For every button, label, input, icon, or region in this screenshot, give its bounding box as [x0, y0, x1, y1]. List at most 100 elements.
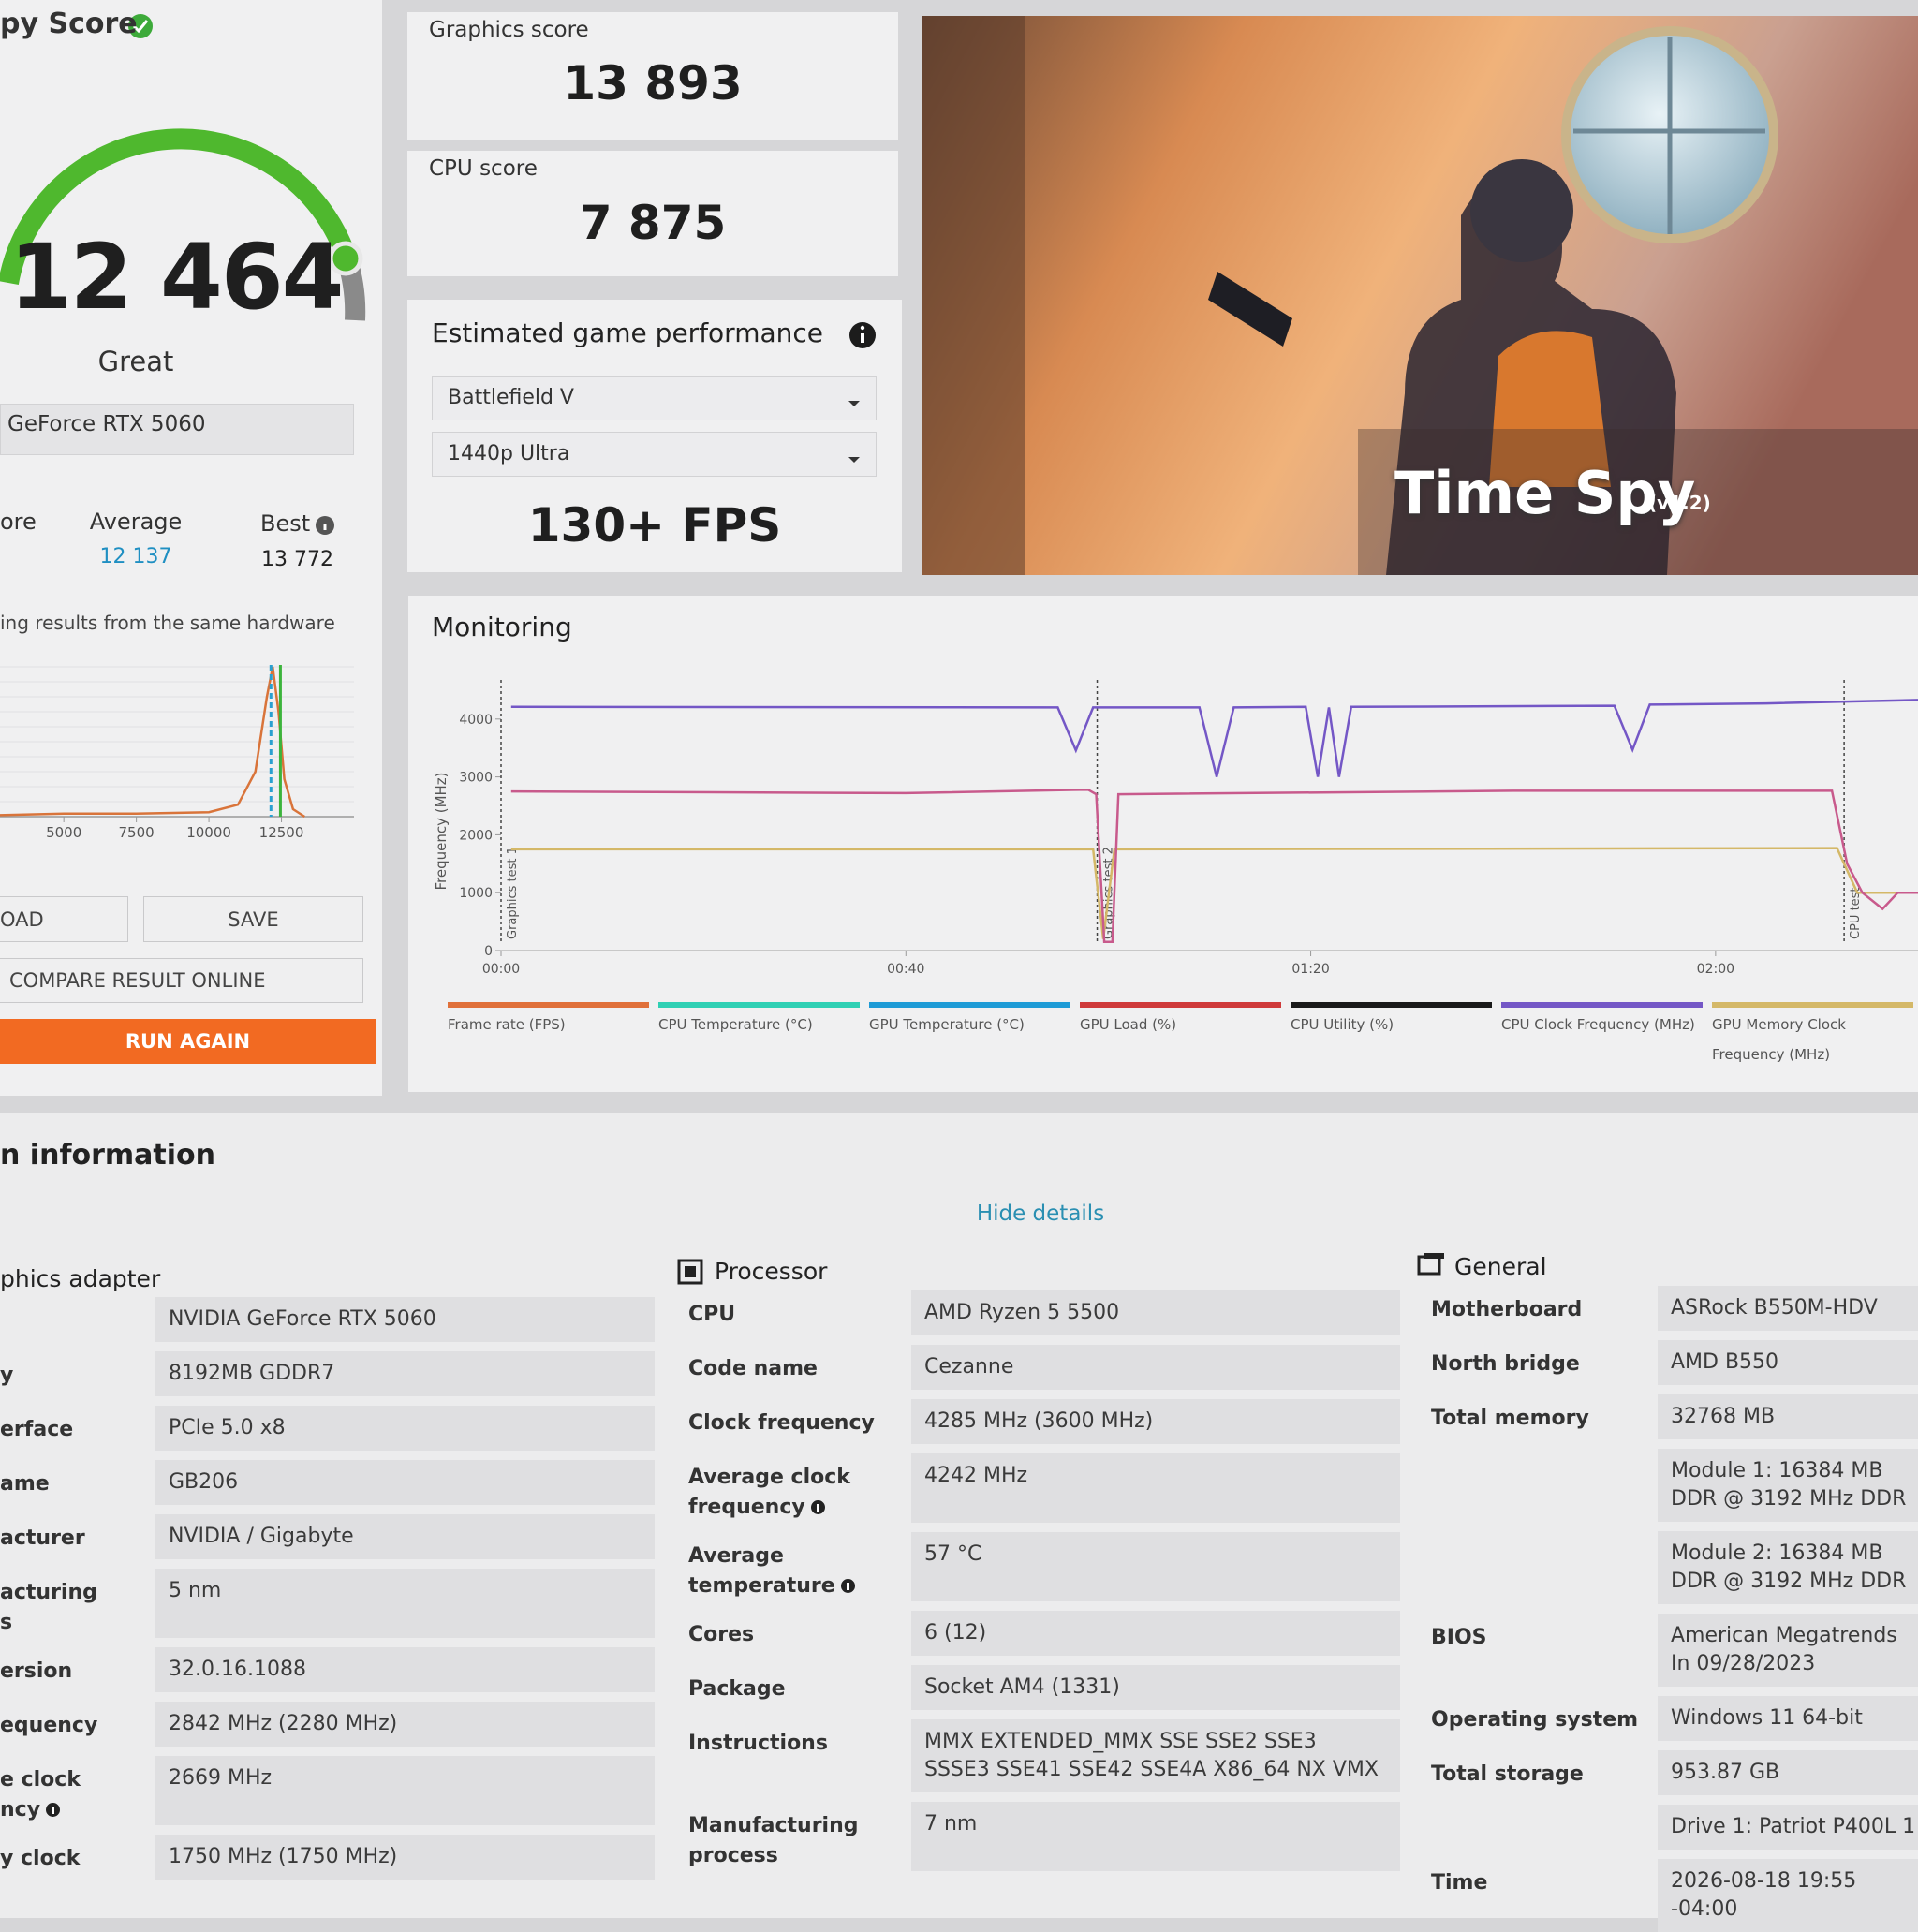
graphics-score-card — [407, 12, 898, 140]
info-icon[interactable] — [849, 322, 876, 348]
hide-details-link[interactable]: Hide details — [976, 1202, 1105, 1226]
rating: Great — [97, 346, 174, 377]
info-value: 8192MB GDDR7 — [155, 1351, 655, 1396]
save-button[interactable]: SAVE — [143, 896, 363, 942]
legend-label: GPU Temperature (°C) — [869, 1016, 1025, 1033]
info-row: CPU AMD Ryzen 5 5500 — [688, 1290, 1400, 1335]
legend-swatch — [1291, 1002, 1492, 1008]
info-label: Package — [688, 1677, 786, 1701]
info-value: MMX EXTENDED_MMX SSE SSE2 SSE3 SSSE3 SSE… — [911, 1719, 1400, 1792]
column-title: Processor — [715, 1258, 828, 1285]
x-tick-label: 10000 — [186, 824, 231, 841]
preset-dropdown[interactable] — [432, 432, 877, 477]
info-value: 2669 MHz — [155, 1756, 655, 1825]
info-row: North bridge AMD B550 — [1431, 1340, 1918, 1385]
game-option: Battlefield V — [448, 386, 574, 409]
compare-button[interactable]: COMPARE RESULT ONLINE — [0, 958, 363, 1003]
info-value: 2842 MHz (2280 MHz) — [155, 1702, 655, 1747]
info-label: y — [0, 1364, 14, 1387]
info-value: Socket AM4 (1331) — [911, 1665, 1400, 1710]
info-row: NVIDIA GeForce RTX 5060 — [0, 1297, 655, 1342]
info-value: 32768 MB — [1658, 1394, 1918, 1439]
info-label: e clock ncy — [0, 1768, 81, 1821]
x-tick-label: 01:20 — [1291, 962, 1329, 977]
processor-icon — [677, 1259, 703, 1285]
series-line — [510, 699, 1918, 777]
info-row: Total memory 32768 MB — [1431, 1394, 1918, 1439]
score-title: py Score — [0, 7, 138, 40]
legend-swatch — [448, 1002, 649, 1008]
info-row: Time 2026-08-18 19:55 -04:00 — [1431, 1859, 1918, 1932]
general-icon — [1417, 1253, 1444, 1276]
info-value: Cezanne — [911, 1345, 1400, 1390]
info-row: Drive 1: Patriot P400L 1 — [1431, 1805, 1918, 1850]
info-icon[interactable] — [46, 1803, 61, 1817]
legend-swatch — [1712, 1002, 1913, 1008]
gpu-box — [0, 404, 354, 455]
info-row: Average temperature 57 °C — [688, 1532, 1400, 1601]
test-marker-label: Graphics test 1 — [506, 847, 520, 939]
info-row: Clock frequency 4285 MHz (3600 MHz) — [688, 1399, 1400, 1444]
info-row: equency 2842 MHz (2280 MHz) — [0, 1702, 655, 1747]
info-label: Cores — [688, 1623, 755, 1646]
info-row: ame GB206 — [0, 1460, 655, 1505]
banner-version: (v1.2) — [1648, 492, 1711, 514]
y-tick-label: 3000 — [459, 771, 493, 786]
info-row: BIOS American Megatrends In 09/28/2023 — [1431, 1614, 1918, 1687]
info-row: erface PCIe 5.0 x8 — [0, 1406, 655, 1451]
series-line — [510, 847, 1918, 939]
legend-label: CPU Clock Frequency (MHz) — [1501, 1016, 1695, 1033]
info-row: ersion 32.0.16.1088 — [0, 1647, 655, 1692]
info-row: Cores 6 (12) — [688, 1611, 1400, 1656]
run-again-button[interactable]: RUN AGAIN — [0, 1019, 376, 1064]
graphics-score: 13 893 — [563, 56, 743, 111]
stat-label: Average — [89, 509, 183, 535]
info-icon[interactable] — [840, 1579, 855, 1593]
x-tick-label: 00:40 — [887, 962, 924, 977]
info-row: acturer NVIDIA / Gigabyte — [0, 1514, 655, 1559]
y-tick-label: 2000 — [459, 828, 493, 843]
info-label: Total storage — [1431, 1762, 1584, 1786]
gpu-name: GeForce RTX 5060 — [7, 412, 206, 436]
info-value: 2026-08-18 19:55 -04:00 — [1658, 1859, 1918, 1932]
info-row: Total storage 953.87 GB — [1431, 1750, 1918, 1795]
gauge — [0, 128, 366, 321]
info-row: acturing s 5 nm — [0, 1569, 655, 1638]
info-label: ame — [0, 1472, 50, 1496]
legend-swatch — [658, 1002, 860, 1008]
x-tick-label: 12500 — [259, 824, 304, 841]
caption: ing results from the same hardware — [0, 612, 335, 634]
info-value: 6 (12) — [911, 1611, 1400, 1656]
info-label: CPU — [688, 1303, 736, 1326]
info-label: Average clock frequency — [688, 1466, 850, 1519]
monitoring-title: Monitoring — [432, 612, 572, 642]
info-label — [1431, 1531, 1658, 1604]
load-button[interactable]: OAD — [0, 896, 128, 942]
estimate-title: Estimated game performance — [432, 317, 824, 348]
graphics-details: NVIDIA GeForce RTX 5060 y 8192MB GDDR7 erfa… — [0, 1297, 655, 1880]
legend-label: CPU Utility (%) — [1291, 1016, 1394, 1033]
info-row: Operating system Windows 11 64-bit — [1431, 1696, 1918, 1741]
legend-label: CPU Temperature (°C) — [658, 1016, 813, 1033]
info-row: Instructions MMX EXTENDED_MMX SSE SSE2 SS… — [688, 1719, 1400, 1792]
info-value: American Megatrends In 09/28/2023 — [1658, 1614, 1918, 1687]
legend-swatch — [1501, 1002, 1703, 1008]
cpu-score: 7 875 — [579, 196, 727, 250]
cpu-score-card — [407, 151, 898, 276]
banner — [922, 16, 1918, 576]
y-tick-label: 4000 — [459, 713, 493, 728]
info-icon[interactable] — [810, 1500, 825, 1514]
x-tick-label: 7500 — [119, 824, 155, 841]
distribution-curve — [0, 666, 305, 819]
info-row: Package Socket AM4 (1331) — [688, 1665, 1400, 1710]
game-dropdown[interactable] — [432, 376, 877, 420]
info-value: 4285 MHz (3600 MHz) — [911, 1399, 1400, 1444]
x-tick-label: 00:00 — [482, 962, 520, 977]
info-label: y clock — [0, 1847, 81, 1870]
column-title: General — [1454, 1253, 1547, 1280]
test-marker-label: CPU test — [1849, 887, 1863, 939]
info-value: PCIe 5.0 x8 — [155, 1406, 655, 1451]
info-value: ASRock B550M-HDV — [1658, 1286, 1918, 1331]
info-label: BIOS — [1431, 1626, 1487, 1649]
